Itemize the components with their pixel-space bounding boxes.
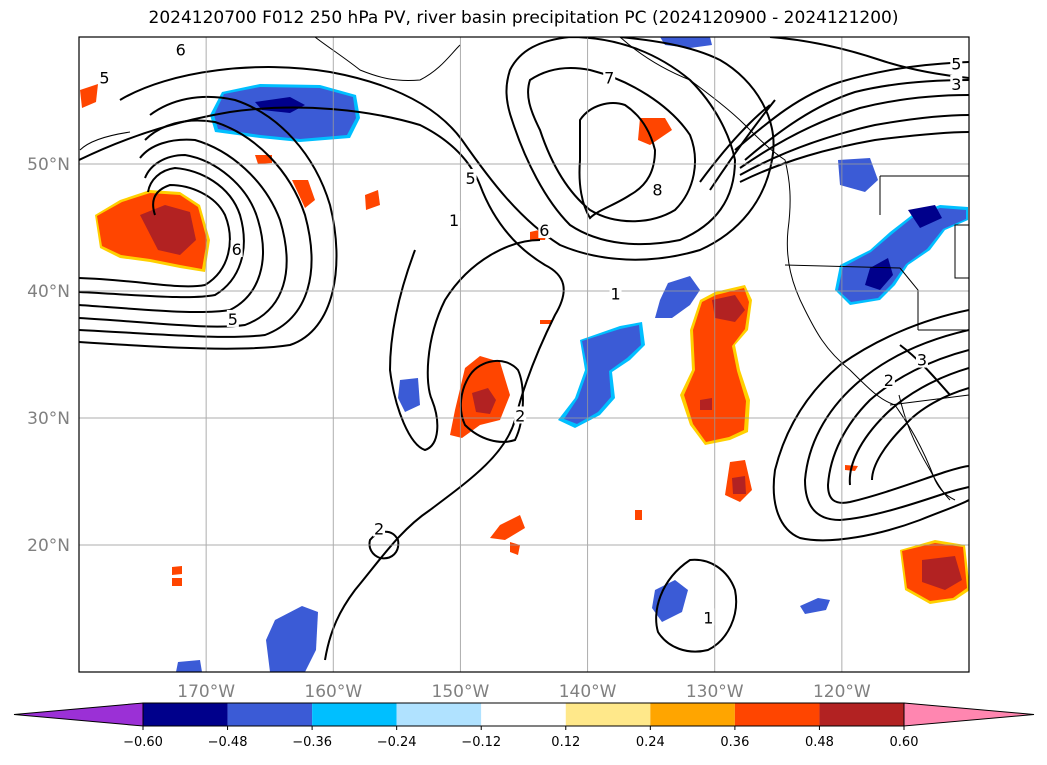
pv-contour-label: 6 — [539, 221, 549, 240]
colorbar-swatch — [481, 703, 566, 726]
contour-label-bg — [651, 180, 664, 198]
pv-contour-label: 5 — [951, 55, 961, 74]
map-frame — [78, 36, 970, 673]
colorbar-swatch — [396, 703, 482, 726]
contour-label-bg — [448, 210, 461, 228]
longitude-label: 150°W — [432, 682, 490, 702]
colorbar-swatch — [227, 703, 313, 726]
colorbar-tick-label: −0.12 — [461, 735, 501, 750]
contour-label-bg — [538, 221, 551, 239]
contour-label-bg — [603, 68, 616, 86]
colorbar: −0.60 −0.48 −0.36 −0.24 −0.12 0.12 0.24 0.36 0.4… — [13, 702, 1035, 750]
contour-label-bg — [915, 350, 928, 368]
pv-contour-label: 8 — [652, 180, 662, 199]
colorbar-swatch — [312, 703, 397, 726]
pv-contour-label: 6 — [232, 240, 242, 259]
pv-contour-label: 3 — [917, 351, 927, 370]
pv-contour-label: 1 — [610, 285, 620, 304]
coastlines — [79, 37, 969, 501]
longitude-labels: 170°W 160°W 150°W 140°W 130°W 120°W — [177, 682, 871, 702]
latitude-label: 30°N — [27, 409, 70, 429]
contour-label-bg — [609, 284, 622, 302]
colorbar-swatch — [650, 703, 735, 726]
longitude-label: 170°W — [177, 682, 235, 702]
contour-label-bg — [882, 370, 895, 388]
contour-label-bg — [514, 406, 527, 424]
pv-contour-label: 2 — [374, 519, 384, 538]
colorbar-tick-label: −0.48 — [208, 735, 248, 750]
contour-label-bg — [226, 309, 239, 327]
colorbar-outline — [142, 702, 905, 727]
colorbar-swatch — [565, 703, 651, 726]
contour-label-bg — [464, 168, 477, 186]
colorbar-tick-label: −0.36 — [292, 735, 332, 750]
latitude-label: 40°N — [27, 282, 70, 302]
colorbar-tick-label: −0.24 — [377, 735, 417, 750]
pv-contour-label: 5 — [99, 69, 109, 88]
latitude-label: 50°N — [27, 155, 70, 175]
pv-contour-label: 5 — [228, 310, 238, 329]
latitude-labels: 50°N 40°N 30°N 20°N — [27, 155, 70, 556]
longitude-label: 120°W — [813, 682, 871, 702]
map-background — [79, 37, 969, 672]
longitude-label: 140°W — [559, 682, 617, 702]
colorbar-extend-min — [13, 702, 144, 727]
contour-label-bg — [950, 54, 963, 72]
longitude-label: 130°W — [686, 682, 744, 702]
contour-label-bg — [98, 68, 111, 86]
longitude-label: 160°W — [304, 682, 362, 702]
pv-contour-label: 1 — [449, 211, 459, 230]
colorbar-swatch — [734, 703, 820, 726]
colorbar-swatch — [819, 703, 904, 726]
pv-contour-label: 5 — [466, 169, 476, 188]
colorbar-tick-label: 0.24 — [636, 735, 665, 750]
pv-contour-label: 1 — [703, 608, 713, 627]
colorbar-swatch — [143, 703, 228, 726]
pv-contour-label: 3 — [951, 75, 961, 94]
pv-contour-label: 2 — [884, 371, 894, 390]
contour-label-bg — [230, 240, 243, 258]
colorbar-tick-label: −0.60 — [123, 735, 163, 750]
pv-contour-label: 6 — [176, 41, 186, 60]
colorbar-tick-label: 0.48 — [805, 735, 834, 750]
contour-label-bg — [702, 608, 715, 626]
figure-title: 2024120700 F012 250 hPa PV, river basin … — [148, 8, 899, 28]
pv-contour-label: 7 — [604, 69, 614, 88]
colorbar-tick-label: 0.12 — [551, 735, 580, 750]
colorbar-tick-label: 0.36 — [720, 735, 749, 750]
gridlines — [79, 37, 969, 672]
pv-contour-label: 2 — [515, 406, 525, 425]
colorbar-tick-label: 0.60 — [890, 735, 919, 750]
contour-label-bg — [373, 519, 386, 537]
latitude-label: 20°N — [27, 536, 70, 556]
contour-label-bg — [174, 40, 187, 58]
colorbar-extend-max — [903, 702, 1035, 727]
contour-label-bg — [950, 74, 963, 92]
